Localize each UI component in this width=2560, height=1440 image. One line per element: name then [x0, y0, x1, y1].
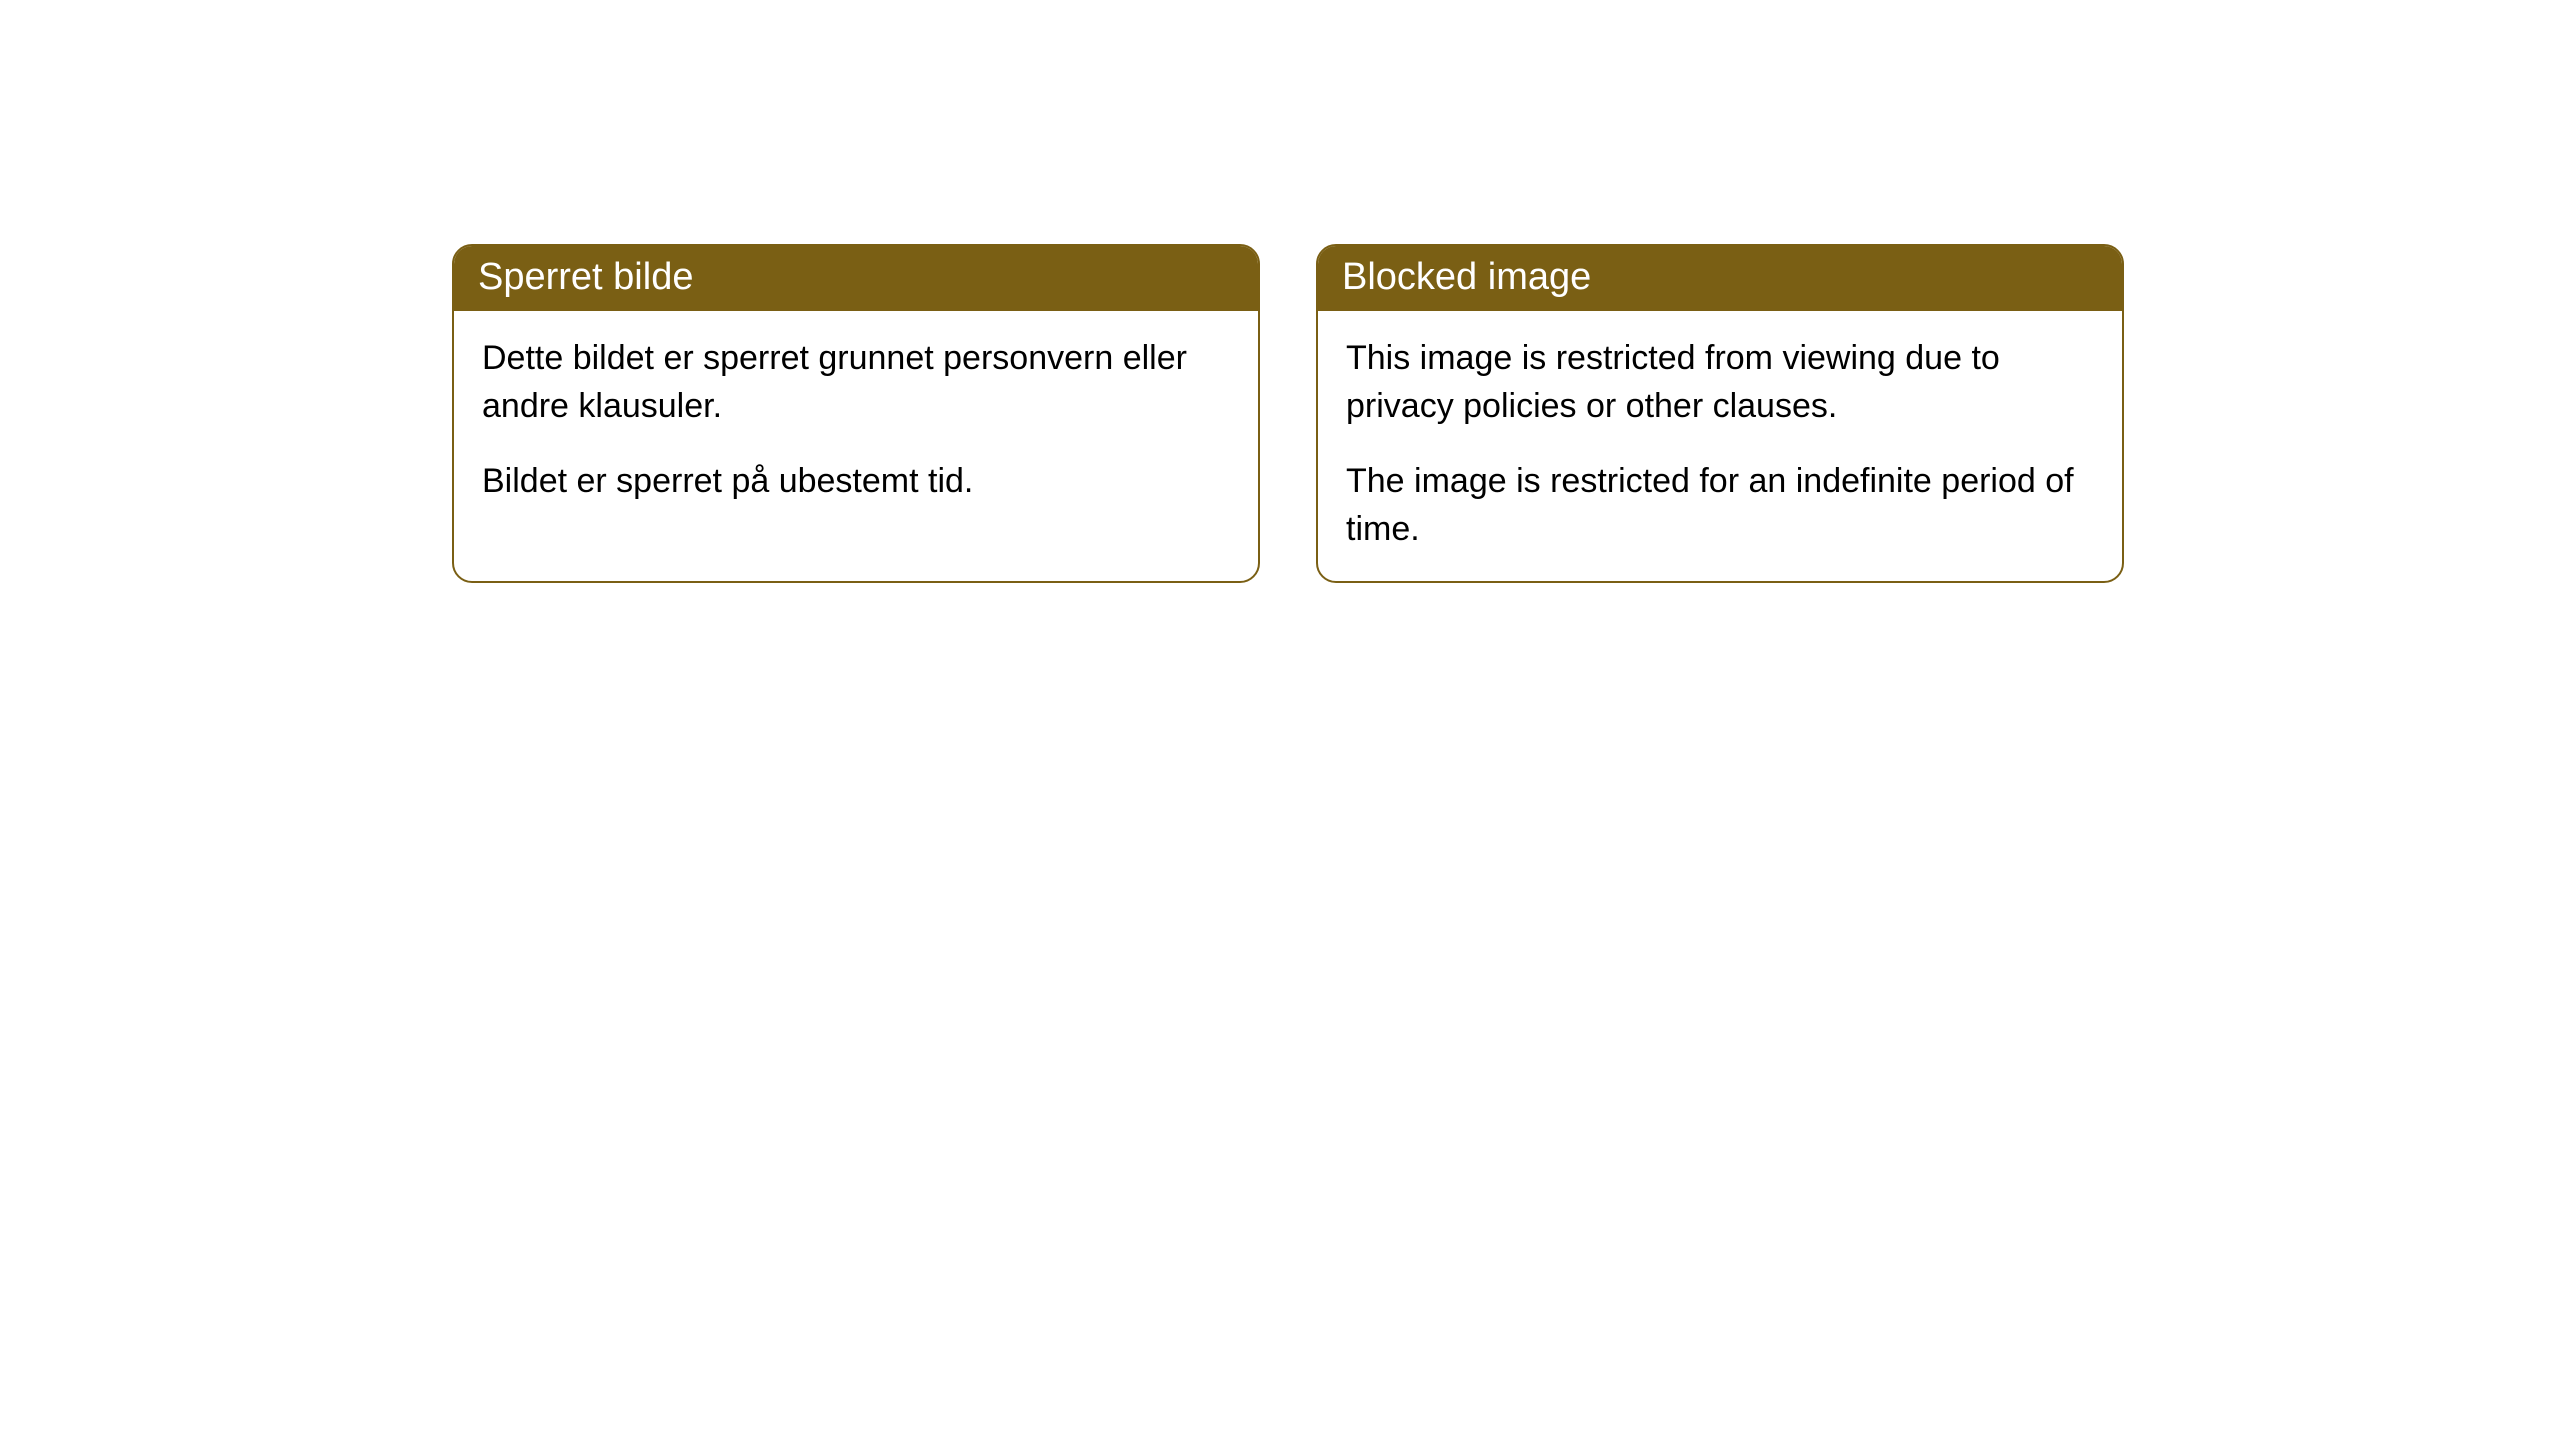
notice-title: Sperret bilde	[478, 256, 693, 298]
notice-paragraph: Bildet er sperret på ubestemt tid.	[482, 458, 1230, 506]
notice-body-english: This image is restricted from viewing du…	[1318, 311, 2122, 581]
notice-header-norwegian: Sperret bilde	[454, 246, 1258, 311]
notice-paragraph: This image is restricted from viewing du…	[1346, 335, 2094, 430]
notice-card-english: Blocked image This image is restricted f…	[1316, 244, 2124, 583]
notice-card-norwegian: Sperret bilde Dette bildet er sperret gr…	[452, 244, 1260, 583]
notice-paragraph: The image is restricted for an indefinit…	[1346, 458, 2094, 553]
notice-header-english: Blocked image	[1318, 246, 2122, 311]
notice-container: Sperret bilde Dette bildet er sperret gr…	[0, 0, 2560, 583]
notice-title: Blocked image	[1342, 256, 1591, 298]
notice-paragraph: Dette bildet er sperret grunnet personve…	[482, 335, 1230, 430]
notice-body-norwegian: Dette bildet er sperret grunnet personve…	[454, 311, 1258, 542]
